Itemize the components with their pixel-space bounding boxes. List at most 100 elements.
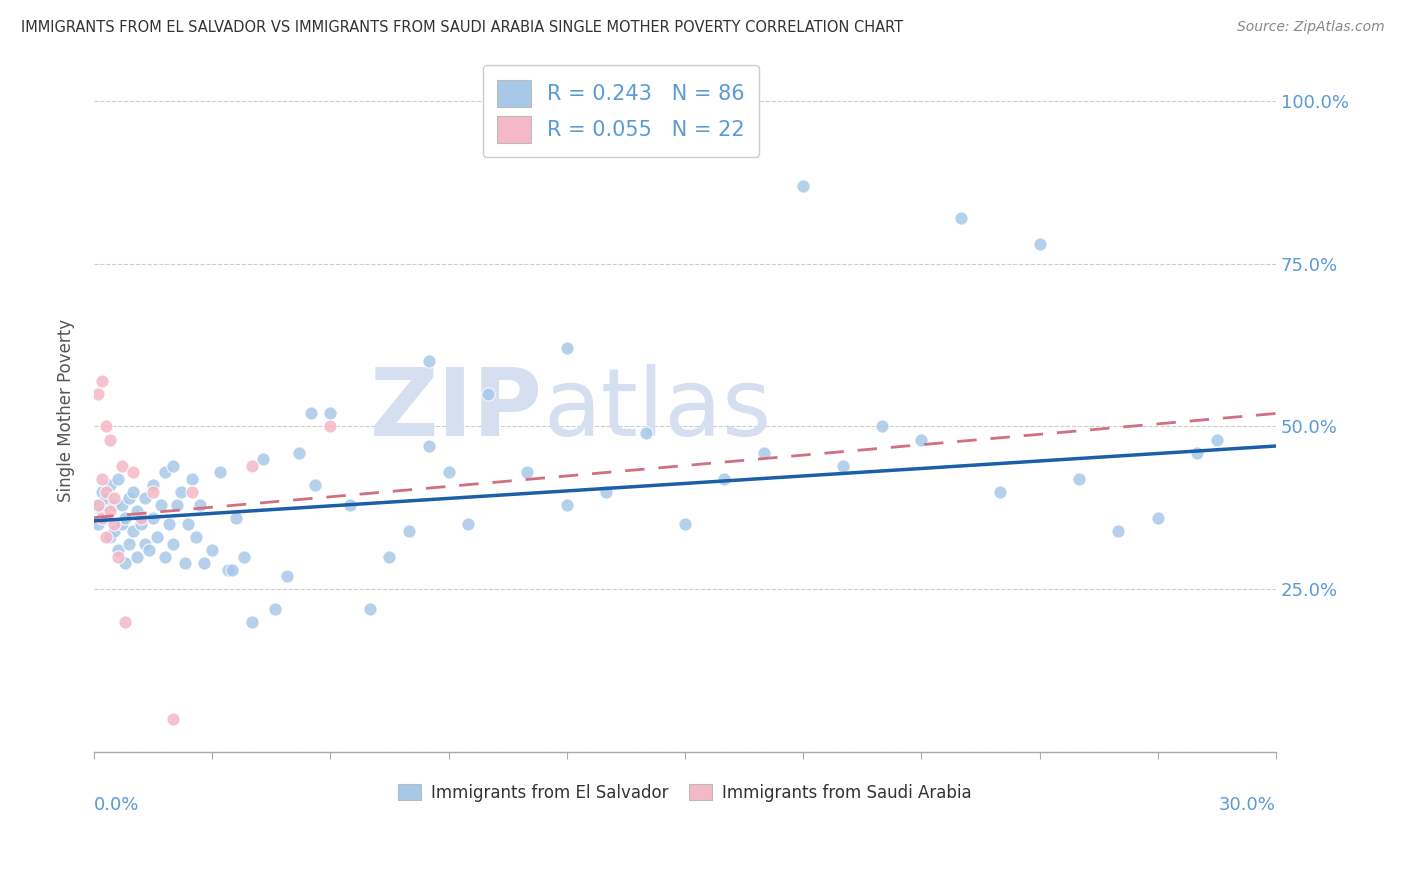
Y-axis label: Single Mother Poverty: Single Mother Poverty: [58, 318, 75, 502]
Point: [208, 465, 231, 479]
Point: [595, 484, 617, 499]
Point: [232, 549, 254, 564]
Point: [90, 504, 112, 518]
Text: atlas: atlas: [543, 364, 772, 456]
Point: [418, 354, 440, 368]
Point: [127, 549, 149, 564]
Point: [516, 465, 538, 479]
Point: [107, 471, 129, 485]
Point: [107, 549, 129, 564]
Point: [162, 712, 184, 726]
Point: [299, 407, 322, 421]
Point: [142, 478, 165, 492]
Point: [201, 543, 224, 558]
Point: [98, 530, 121, 544]
Point: [87, 517, 110, 532]
Point: [127, 504, 149, 518]
Point: [304, 478, 326, 492]
Point: [1107, 524, 1129, 538]
Point: [1185, 445, 1208, 459]
Point: [114, 556, 136, 570]
Point: [181, 484, 204, 499]
Point: [555, 498, 578, 512]
Point: [418, 439, 440, 453]
Point: [477, 387, 499, 401]
Text: 30.0%: 30.0%: [1219, 797, 1277, 814]
Point: [87, 387, 110, 401]
Point: [792, 178, 814, 193]
Point: [114, 510, 136, 524]
Point: [90, 471, 112, 485]
Point: [186, 530, 208, 544]
Point: [110, 498, 132, 512]
Point: [94, 484, 117, 499]
Point: [264, 601, 287, 615]
Point: [87, 498, 110, 512]
Point: [276, 569, 298, 583]
Point: [555, 342, 578, 356]
Point: [1146, 510, 1168, 524]
Point: [110, 517, 132, 532]
Point: [153, 549, 176, 564]
Point: [437, 465, 460, 479]
Point: [142, 510, 165, 524]
Point: [94, 491, 117, 505]
Point: [193, 556, 215, 570]
Point: [1067, 471, 1090, 485]
Point: [217, 563, 239, 577]
Point: [166, 498, 188, 512]
Point: [288, 445, 311, 459]
Point: [319, 407, 342, 421]
Point: [149, 498, 172, 512]
Point: [134, 536, 156, 550]
Point: [90, 484, 112, 499]
Point: [103, 498, 125, 512]
Point: [177, 517, 200, 532]
Point: [142, 484, 165, 499]
Point: [98, 433, 121, 447]
Point: [870, 419, 893, 434]
Point: [713, 471, 735, 485]
Point: [457, 517, 479, 532]
Point: [103, 491, 125, 505]
Point: [181, 471, 204, 485]
Point: [98, 478, 121, 492]
Point: [146, 530, 169, 544]
Point: [122, 524, 145, 538]
Point: [169, 484, 191, 499]
Point: [634, 425, 657, 440]
Point: [240, 615, 263, 629]
Point: [94, 510, 117, 524]
Point: [221, 563, 243, 577]
Point: [1028, 237, 1050, 252]
Point: [240, 458, 263, 473]
Point: [359, 601, 381, 615]
Point: [103, 524, 125, 538]
Point: [319, 419, 342, 434]
Point: [378, 549, 401, 564]
Point: [752, 445, 775, 459]
Point: [138, 543, 160, 558]
Point: [831, 458, 853, 473]
Point: [173, 556, 195, 570]
Point: [949, 211, 972, 226]
Point: [153, 465, 176, 479]
Point: [673, 517, 696, 532]
Point: [94, 530, 117, 544]
Legend: Immigrants from El Salvador, Immigrants from Saudi Arabia: Immigrants from El Salvador, Immigrants …: [391, 777, 979, 808]
Text: 0.0%: 0.0%: [94, 797, 139, 814]
Point: [129, 510, 152, 524]
Point: [162, 536, 184, 550]
Point: [398, 524, 420, 538]
Point: [225, 510, 247, 524]
Point: [129, 517, 152, 532]
Text: IMMIGRANTS FROM EL SALVADOR VS IMMIGRANTS FROM SAUDI ARABIA SINGLE MOTHER POVERT: IMMIGRANTS FROM EL SALVADOR VS IMMIGRANT…: [21, 20, 903, 35]
Point: [122, 484, 145, 499]
Point: [94, 419, 117, 434]
Point: [252, 452, 274, 467]
Point: [1205, 433, 1227, 447]
Point: [910, 433, 932, 447]
Point: [118, 491, 141, 505]
Point: [988, 484, 1011, 499]
Point: [122, 465, 145, 479]
